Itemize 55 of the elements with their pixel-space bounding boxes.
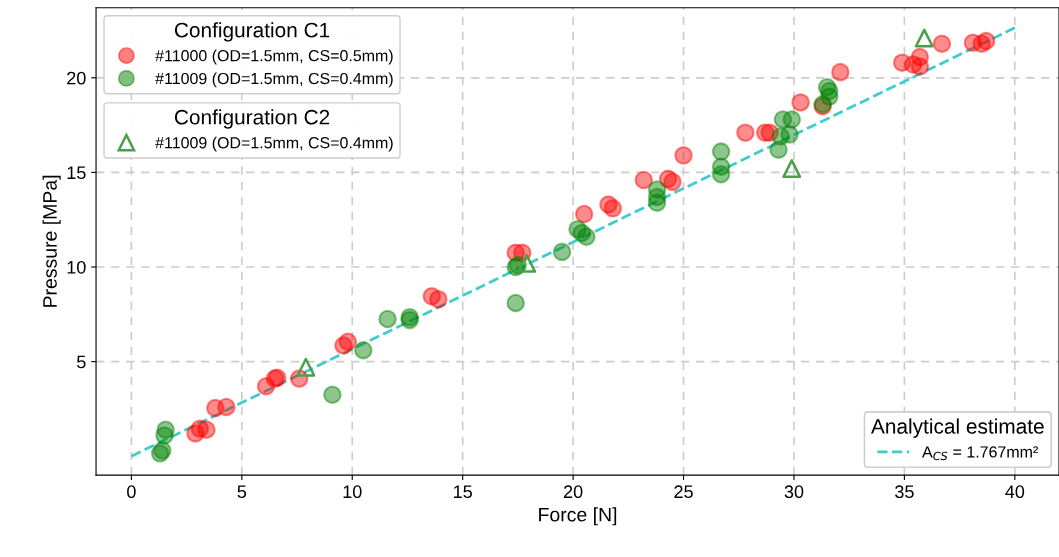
point: [517, 253, 537, 273]
point: [782, 159, 802, 179]
x-tick-label: 40: [1005, 485, 1025, 499]
y-tick-label: 15: [67, 166, 86, 180]
point: [634, 170, 654, 190]
y-tick-label: 20: [67, 71, 86, 85]
x-tick-label: 25: [674, 485, 693, 499]
x-axis-title: Force [N]: [539, 507, 617, 526]
y-axis-title: Pressure [MPa]: [42, 175, 61, 307]
point: [782, 110, 802, 129]
x-tick-label: 5: [237, 485, 247, 499]
text: Configuration C2: [174, 109, 330, 129]
point: [156, 420, 175, 439]
x-tick-label: 10: [343, 485, 362, 499]
x-tick-label: 35: [895, 485, 914, 499]
point: [338, 332, 358, 351]
point: [323, 385, 342, 404]
point: [197, 420, 216, 439]
point: [647, 193, 667, 212]
point: [574, 204, 594, 224]
point: [663, 172, 682, 192]
text: Analytical estimate: [870, 418, 1044, 438]
x-tick-label: 0: [127, 485, 136, 499]
point: [711, 142, 731, 161]
point: [976, 31, 996, 51]
y-tick-label: 10: [67, 260, 86, 274]
point: [429, 289, 448, 309]
point: [354, 340, 373, 360]
point: [552, 242, 572, 262]
point: [378, 309, 397, 329]
text: Configuration C1: [174, 22, 330, 42]
legend-label: #11009 (OD=1.5mm, CS=0.4mm): [155, 136, 393, 152]
point: [296, 357, 316, 377]
point: [769, 140, 788, 159]
legend-label: #11000 (OD=1.5mm, CS=0.5mm): [155, 49, 393, 65]
point: [711, 165, 731, 184]
point: [506, 293, 525, 313]
y-tick-label: 5: [77, 355, 86, 369]
point: [217, 397, 236, 417]
x-tick-label: 30: [784, 485, 804, 499]
point: [736, 123, 755, 142]
point: [831, 62, 850, 82]
point: [780, 125, 799, 144]
point: [577, 227, 596, 246]
point: [910, 47, 930, 67]
point: [932, 34, 952, 53]
point: [791, 93, 810, 112]
point: [603, 199, 623, 218]
x-tick-label: 15: [454, 485, 472, 499]
legend-label: #11009 (OD=1.5mm, CS=0.4mm): [155, 72, 393, 88]
x-tick-label: 20: [563, 485, 583, 499]
legend-label: A$_{CS}$ = 1.767mm²: [922, 446, 1038, 461]
point: [674, 146, 693, 165]
point: [914, 28, 934, 48]
point: [820, 87, 839, 106]
